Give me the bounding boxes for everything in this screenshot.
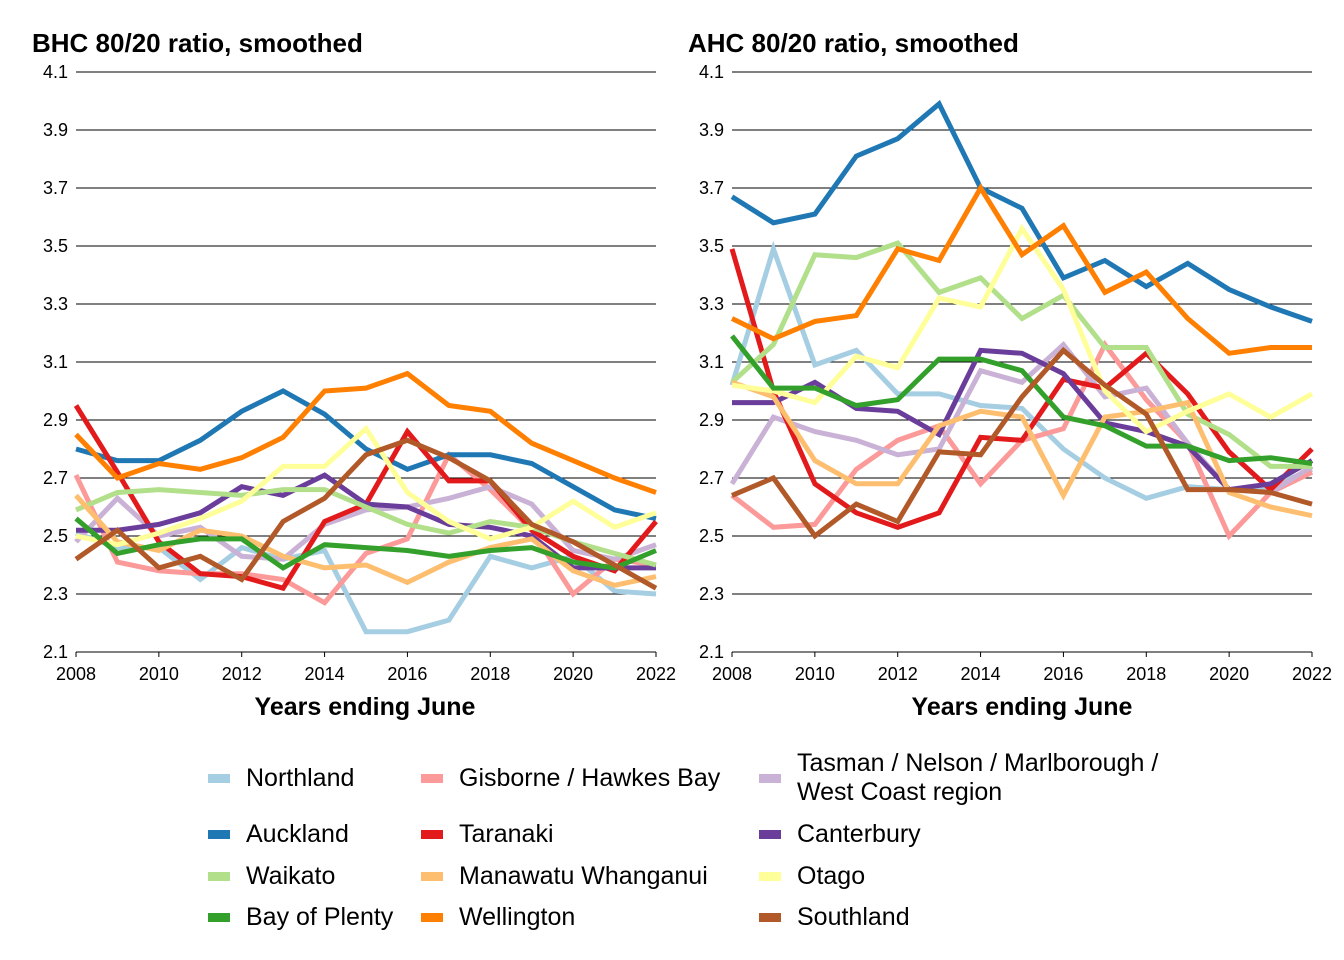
legend-item-canterbury: Canterbury [759,820,921,849]
legend-item-otago: Otago [759,862,865,891]
bhc-x-tick-label: 2012 [222,664,262,684]
bhc-y-tick-label: 2.3 [43,584,68,604]
ahc-x-tick-label: 2020 [1209,664,1249,684]
ahc-x-tick-label: 2008 [712,664,752,684]
legend-swatch [421,830,443,839]
ahc-series-southland [731,346,1313,540]
legend-item-auckland: Auckland [208,820,349,849]
legend-swatch [208,872,230,881]
bhc-series-bay-of-plenty [74,516,657,571]
legend-item-wellington: Wellington [421,903,575,932]
ahc-x-axis-label: Years ending June [912,693,1133,721]
bhc-series-southland [74,437,658,591]
bhc-series-gisborne-hawkes-bay [73,450,657,606]
legend-label-line-2: West Coast region [797,778,1003,806]
ahc-y-tick-label: 2.5 [699,526,724,546]
ahc-y-tick-label: 3.9 [699,120,724,140]
legend-label: Canterbury [797,820,921,848]
bhc-series-auckland [75,388,657,522]
bhc-x-tick-label: 2020 [553,664,593,684]
ahc-y-tick-label: 4.1 [699,62,724,82]
legend-item-waikato: Waikato [208,862,335,891]
legend-label: Bay of Plenty [246,903,394,931]
legend-item-taranaki: Taranaki [421,820,554,849]
ahc-y-tick-label: 2.1 [699,642,724,662]
legend-item-manawatu-whanganui: Manawatu Whanganui [421,862,708,891]
bhc-x-tick-label: 2010 [139,664,179,684]
legend-swatch [208,913,230,922]
legend-item-tasman-nelson-marlborough-west-coast: Tasman / Nelson / Marlborough / West Coa… [759,749,1158,807]
ahc-x-tick-label: 2016 [1043,664,1083,684]
bhc-y-tick-label: 2.1 [43,642,68,662]
bhc-y-tick-label: 4.1 [43,62,68,82]
ahc-y-tick-label: 3.7 [699,178,724,198]
legend-label: Waikato [246,862,336,890]
ahc-y-tick-label: 3.3 [699,294,724,314]
bhc-x-tick-label: 2008 [56,664,96,684]
ahc-y-tick-label: 2.7 [699,468,724,488]
legend-item-southland: Southland [759,903,910,932]
bhc-y-tick-label: 2.7 [43,468,68,488]
legend-label: Northland [246,764,355,792]
ahc-series-taranaki [729,248,1314,530]
ahc-series-manawatu-whanganui [731,379,1313,519]
bhc-x-tick-label: 2014 [305,664,345,684]
legend-item-gisborne-hawkes-bay: Gisborne / Hawkes Bay [421,764,720,793]
legend-label: Taranaki [459,820,554,848]
ahc-x-tick-label: 2012 [878,664,918,684]
ahc-x-tick-label: 2014 [961,664,1001,684]
legend-swatch [208,774,230,783]
bhc-y-tick-label: 3.9 [43,120,68,140]
ahc-y-tick-label: 3.1 [699,352,724,372]
bhc-x-tick-label: 2022 [636,664,676,684]
legend-swatch [759,872,781,881]
ahc-series-otago [731,223,1314,435]
legend-swatch [421,872,443,881]
bhc-x-tick-label: 2016 [387,664,427,684]
legend-label: Auckland [246,820,349,848]
legend-item-bay-of-plenty: Bay of Plenty [208,903,393,932]
legend-label: Gisborne / Hawkes Bay [459,764,721,792]
legend-swatch [421,774,443,783]
legend-swatch [759,913,781,922]
bhc-series-otago [75,424,657,548]
bhc-y-tick-label: 3.7 [43,178,68,198]
bhc-y-tick-label: 2.9 [43,410,68,430]
legend-label: Southland [797,903,910,931]
bhc-series-wellington [74,370,657,495]
ahc-series-bay-of-plenty [730,334,1313,466]
legend-swatch [421,913,443,922]
ahc-y-tick-label: 3.5 [699,236,724,256]
legend-label: Tasman / Nelson / Marlborough / West Coa… [797,749,1158,807]
bhc-panel: BHC 80/20 ratio, smoothed Years ending J… [32,28,676,721]
legend-swatch [759,773,781,783]
ahc-x-tick-label: 2018 [1126,664,1166,684]
ahc-series-canterbury [732,347,1314,493]
legend-item-northland: Northland [208,764,354,793]
bhc-x-tick-label: 2018 [470,664,510,684]
ahc-x-tick-label: 2010 [795,664,835,684]
legend-label: Otago [797,862,866,890]
bhc-y-tick-label: 2.5 [43,526,68,546]
ahc-y-tick-label: 2.3 [699,584,724,604]
ahc-series-waikato [730,240,1312,469]
legend-label: Manawatu Whanganui [459,862,708,890]
bhc-title: BHC 80/20 ratio, smoothed [32,28,363,58]
ahc-panel: AHC 80/20 ratio, smoothed Years ending J… [688,28,1332,721]
bhc-y-tick-label: 3.1 [43,352,68,372]
legend-swatch [208,830,230,839]
ahc-x-tick-label: 2022 [1292,664,1332,684]
bhc-x-axis-label: Years ending June [255,693,476,721]
ahc-series-wellington [730,183,1312,356]
bhc-y-tick-label: 3.3 [43,294,68,314]
ahc-title: AHC 80/20 ratio, smoothed [688,28,1019,58]
legend-label-line-1: Tasman / Nelson / Marlborough / [797,749,1159,777]
ahc-series-auckland [730,99,1313,324]
bhc-y-tick-label: 3.5 [43,236,68,256]
ahc-y-tick-label: 2.9 [699,410,724,430]
legend-swatch [759,830,781,839]
legend-label: Wellington [459,903,576,931]
